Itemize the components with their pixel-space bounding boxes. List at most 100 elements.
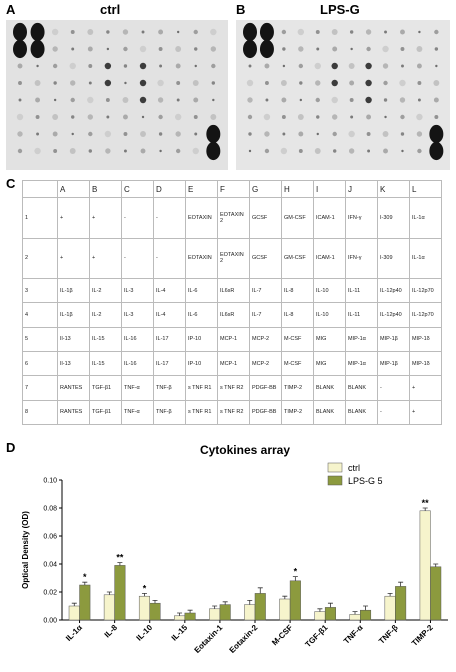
table-cell: TNF-α [121,399,154,426]
table-cell: MCP-2 [249,326,282,353]
blot-spot [71,47,75,51]
blot-spot [299,98,303,102]
table-cell: IFN-γ [345,197,378,239]
bar [138,595,150,621]
table-row: 4 IL-1β IL-2 IL-3 IL-4 IL-6 IL6sR IL-7 IL-8 IL-10… [22,302,442,328]
blot-spot [34,80,41,86]
error-bar [292,576,298,581]
table-row: 8 RANTES TGF-β1 TNF-α TNF-β s TNF R1 s TNF R2 P… [22,399,442,426]
table-cell: IL-8 [281,302,314,328]
blot-spot [157,79,164,87]
table-cell: ICAM-1 [313,197,346,239]
table-cell: Il-13 [57,326,90,353]
table-cell: MIG [313,326,346,353]
blot-spot [243,39,257,59]
table-cell: IP-10 [185,326,218,353]
error-bar [257,587,263,594]
blot-spot [140,131,146,137]
table-cell: PDGF-BB [249,399,282,426]
table-cell: IL6sR [217,278,250,304]
blot-spot [30,39,45,59]
blot-spot [331,96,338,104]
blot-spot [435,64,438,68]
blot-spot [297,114,304,120]
table-cell: - [377,375,410,401]
blot-spot [429,124,444,144]
blot-spot [35,97,41,103]
table-cell: GM-CSF [281,197,314,239]
blot-spot [88,131,93,137]
table-cell: ICAM-1 [313,237,346,280]
blot-spot [400,29,405,35]
table-cell: EOTAXIN [185,197,218,239]
bar [324,607,336,621]
blot-spot [314,148,321,154]
x-tick-label: M-CSF [270,623,294,647]
blot-spot [87,114,94,120]
bar [79,584,91,621]
table-cell: MCP-1 [217,326,250,353]
blot-spot [332,114,338,120]
table-cell: BLANK [345,375,378,401]
blot-spot [176,81,181,85]
blot-spot [349,80,355,86]
blot-spot [248,64,252,68]
bar [209,608,221,621]
error-bar [352,611,358,615]
blot-spot [106,115,110,119]
blot-spot [416,113,423,121]
blot-spot [192,80,199,86]
blot-spot [106,30,110,34]
blot-spot [281,115,286,119]
blot-spot [348,63,355,69]
blot-spot [18,98,22,102]
blot-spot [175,131,181,137]
error-bar [71,602,77,606]
blot-spot [264,63,270,69]
table-cell: IL-1α [409,197,442,239]
blot-spot [259,22,274,42]
blot-spot [176,30,180,34]
blot-spot [314,62,321,70]
blot-spot [174,113,182,121]
row-number: 7 [22,375,58,401]
error-bar [317,608,323,612]
blot-spot [141,115,145,119]
blot-spot [141,30,145,34]
column-header: L [409,180,442,198]
legend-swatch [327,475,343,486]
panel-label: B [236,2,246,17]
blot-spot [71,132,74,136]
error-bar [422,507,428,511]
blot-spot [259,39,274,59]
table-cell: IL-16 [121,350,154,377]
column-header: E [185,180,218,198]
blot-spot [88,149,93,153]
blot-spot [124,149,127,153]
table-cell: RANTES [57,399,90,426]
table-cell: + [409,375,442,401]
chart: Cytokines array Optical Density (OD) 0.0… [21,443,448,655]
blot-spot [434,47,439,51]
table-cell: IL-12p40 [377,278,410,304]
table-cell: MIP-1β [377,326,410,353]
bar [430,566,442,621]
table-cell: IL-15 [89,350,122,377]
bar [149,602,161,621]
table-cell: RANTES [57,375,90,401]
error-bar [222,601,228,605]
bar [219,604,231,621]
blot-spot [384,115,387,119]
blot-spot [400,114,405,120]
bar [103,594,115,621]
table-cell: s TNF R2 [217,399,250,426]
table-cell: TGF-β1 [89,399,122,426]
table-cell: IL-12p70 [409,278,442,304]
blot-images [6,20,450,170]
blot-spot [434,115,439,119]
blot-spot [332,46,338,52]
error-bar [327,602,333,608]
x-tick-label: Eotaxin-2 [228,623,260,655]
table-cell: EOTAXIN 2 [217,197,250,239]
